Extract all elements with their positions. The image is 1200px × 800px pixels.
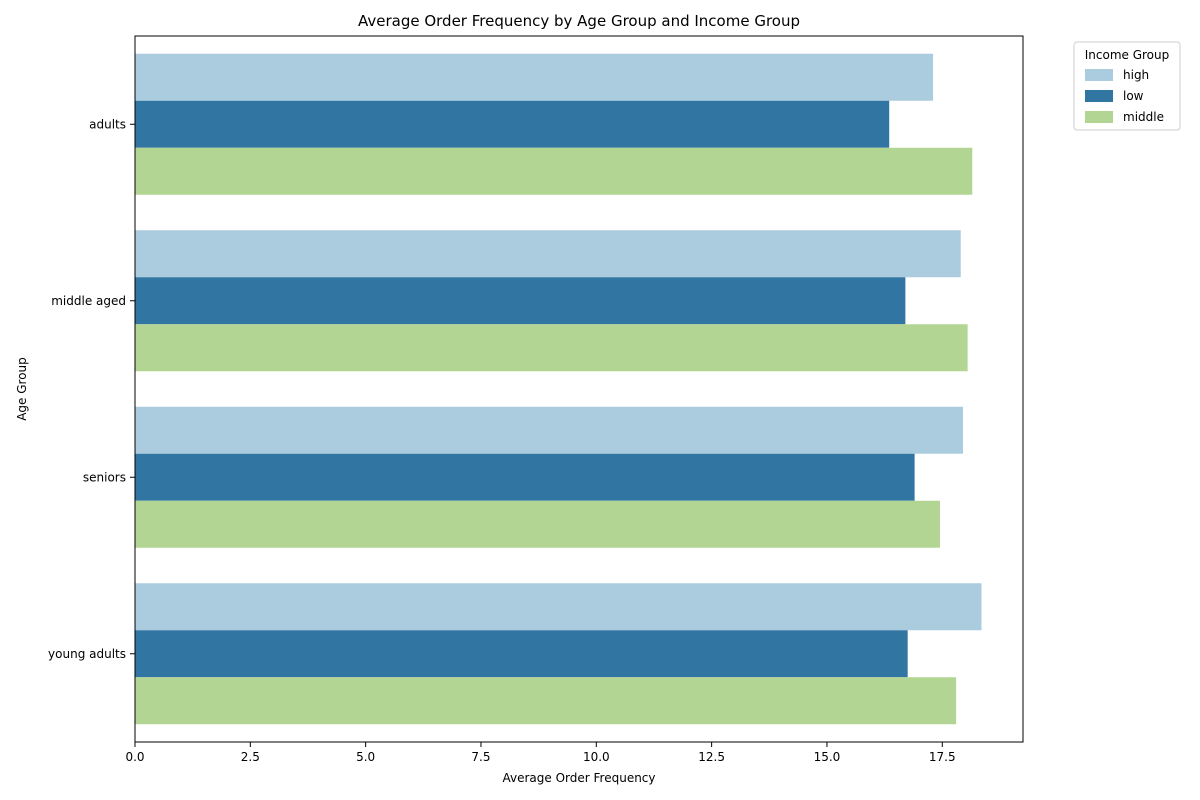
bar-middle-seniors xyxy=(135,500,940,548)
bar-middle-middle-aged xyxy=(135,324,968,372)
bar-high-young-adults xyxy=(135,583,982,631)
legend-label-low: low xyxy=(1123,89,1144,103)
legend-swatch-low xyxy=(1085,90,1113,102)
legend: Income Group high low middle xyxy=(1073,41,1181,131)
x-tick-label: 17.5 xyxy=(929,750,956,764)
bar-low-young-adults xyxy=(135,630,908,678)
y-tick-label: middle aged xyxy=(51,294,126,308)
legend-title: Income Group xyxy=(1085,48,1170,62)
y-tick-label: adults xyxy=(89,117,126,131)
bar-high-adults xyxy=(135,53,934,101)
bar-middle-young-adults xyxy=(135,677,957,725)
bar-high-seniors xyxy=(135,406,964,454)
x-tick-label: 2.5 xyxy=(241,750,260,764)
y-tick-label: seniors xyxy=(83,470,126,484)
x-tick-label: 5.0 xyxy=(356,750,375,764)
x-tick-label: 12.5 xyxy=(698,750,725,764)
x-tick-label: 15.0 xyxy=(814,750,841,764)
legend-label-high: high xyxy=(1123,68,1149,82)
bar-middle-adults xyxy=(135,147,973,195)
legend-label-middle: middle xyxy=(1123,110,1164,124)
legend-box xyxy=(1073,41,1181,131)
x-tick-label: 0.0 xyxy=(125,750,144,764)
y-tick-label: young adults xyxy=(48,647,126,661)
x-axis-label: Average Order Frequency xyxy=(503,771,656,785)
x-tick-label: 7.5 xyxy=(471,750,490,764)
legend-swatch-middle xyxy=(1085,111,1113,123)
y-axis-label: Age Group xyxy=(15,357,29,421)
chart-title: Average Order Frequency by Age Group and… xyxy=(358,12,800,30)
bar-low-middle-aged xyxy=(135,277,906,325)
legend-swatch-high xyxy=(1085,69,1113,81)
plot-frame xyxy=(134,35,1024,743)
bar-low-seniors xyxy=(135,453,915,501)
bar-low-adults xyxy=(135,100,890,148)
plot-area: adults middle aged seniors young adults 0.0 2… xyxy=(48,35,1024,764)
x-tick-label: 10.0 xyxy=(583,750,610,764)
bar-high-middle-aged xyxy=(135,230,961,278)
